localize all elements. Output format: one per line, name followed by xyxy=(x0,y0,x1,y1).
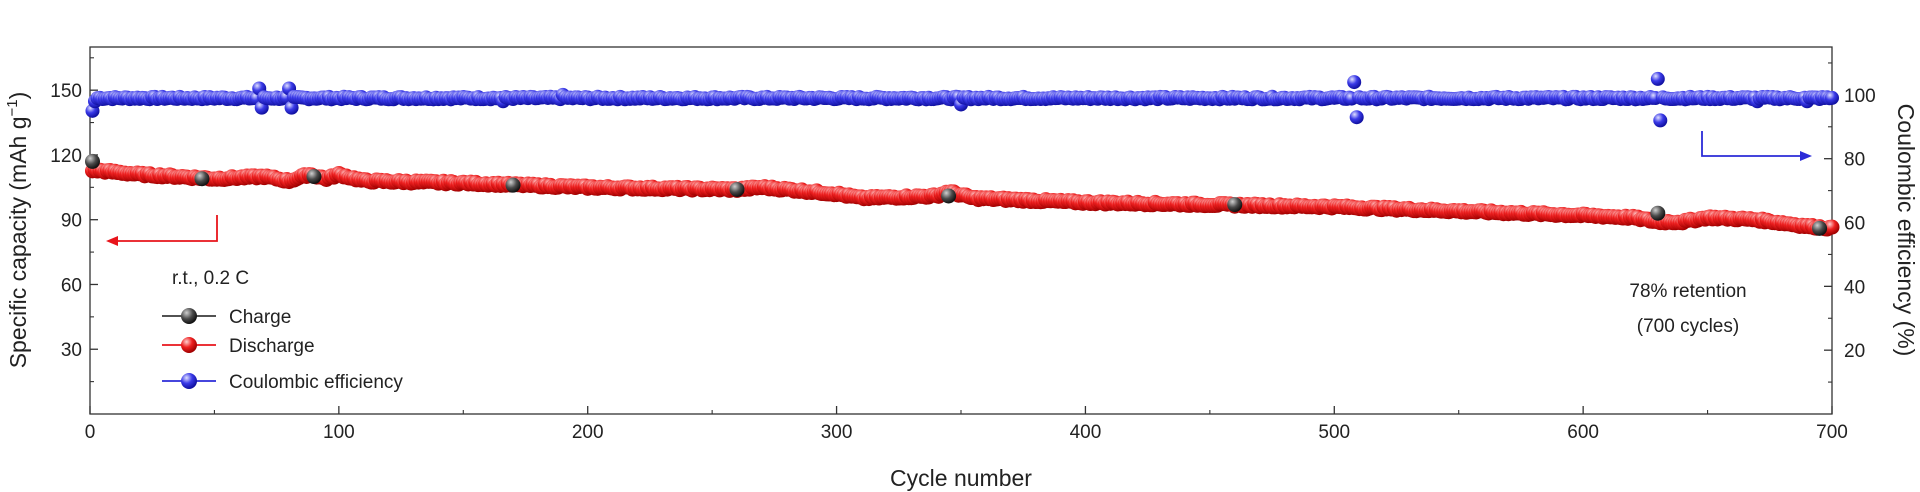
legend-item-coulombic-efficiency: Coulombic efficiency xyxy=(162,372,403,393)
x-tick-label: 0 xyxy=(85,422,96,443)
legend: Charge Discharge Coulombic efficiency xyxy=(162,307,403,393)
left-axis-arrowhead xyxy=(106,236,118,246)
charge-point xyxy=(1227,197,1243,213)
charge-point xyxy=(84,153,100,169)
x-axis-title: Cycle number xyxy=(890,465,1032,491)
x-tick-label: 100 xyxy=(323,422,355,443)
charge-point xyxy=(306,169,322,185)
right-axis-arrow xyxy=(1701,131,1806,157)
legend-marker-charge xyxy=(181,308,197,324)
retention-label-line2: (700 cycles) xyxy=(1637,316,1739,337)
y-right-tick-label: 80 xyxy=(1844,150,1865,171)
ce-point xyxy=(284,100,299,115)
charge-point xyxy=(1650,205,1666,221)
y-left-axis-ticks: 30 60 90 120 150 xyxy=(50,57,98,383)
series-charge xyxy=(84,153,1828,236)
charge-point xyxy=(505,177,521,193)
y-right-tick-label: 20 xyxy=(1844,341,1865,362)
y-right-tick-label: 100 xyxy=(1844,86,1876,107)
y-left-tick-label: 30 xyxy=(61,340,82,361)
charge-point xyxy=(194,171,210,187)
series-discharge xyxy=(84,161,1840,237)
y-left-axis-title-main: Specific capacity (mAh g xyxy=(5,116,31,368)
retention-label-line1: 78% retention xyxy=(1629,281,1746,302)
legend-marker-coulombic-efficiency xyxy=(181,373,197,389)
y-right-axis-ticks: 20 40 60 80 100 xyxy=(1824,62,1876,383)
discharge-point xyxy=(1824,219,1840,235)
y-left-tick-label: 90 xyxy=(61,211,82,232)
y-left-tick-label: 120 xyxy=(50,146,82,167)
x-tick-label: 400 xyxy=(1070,422,1102,443)
condition-label: r.t., 0.2 C xyxy=(172,268,249,289)
right-axis-arrowhead xyxy=(1800,151,1812,161)
legend-label-charge: Charge xyxy=(229,307,291,328)
ce-point xyxy=(1347,75,1362,90)
charge-point xyxy=(1812,220,1828,236)
x-tick-label: 300 xyxy=(821,422,853,443)
x-tick-label: 500 xyxy=(1318,422,1350,443)
y-left-tick-label: 150 xyxy=(50,81,82,102)
ce-point xyxy=(1650,71,1665,86)
series-coulombic-efficiency xyxy=(85,71,1839,128)
charge-point xyxy=(941,188,957,204)
y-left-axis-title-end: ) xyxy=(5,92,31,100)
y-right-tick-label: 40 xyxy=(1844,277,1865,298)
legend-label-discharge: Discharge xyxy=(229,336,315,357)
y-left-axis-title-sup: −1 xyxy=(4,99,21,116)
x-axis-ticks: 0 100 200 300 400 500 600 700 xyxy=(85,406,1848,443)
y-left-axis-title: Specific capacity (mAh g−1) xyxy=(4,92,31,369)
charge-point xyxy=(729,181,745,197)
left-axis-arrow xyxy=(110,215,218,242)
x-tick-label: 600 xyxy=(1567,422,1599,443)
y-right-tick-label: 60 xyxy=(1844,214,1865,235)
legend-item-discharge: Discharge xyxy=(162,336,315,357)
x-tick-label: 700 xyxy=(1816,422,1848,443)
y-right-axis-title: Coulombic efficiency (%) xyxy=(1893,104,1919,357)
legend-item-charge: Charge xyxy=(162,307,291,328)
ce-point xyxy=(1825,90,1839,105)
y-left-tick-label: 60 xyxy=(61,275,82,296)
legend-label-coulombic-efficiency: Coulombic efficiency xyxy=(229,372,403,393)
legend-marker-discharge xyxy=(181,337,197,353)
x-tick-label: 200 xyxy=(572,422,604,443)
ce-point xyxy=(1653,113,1668,128)
ce-point xyxy=(1349,110,1364,125)
